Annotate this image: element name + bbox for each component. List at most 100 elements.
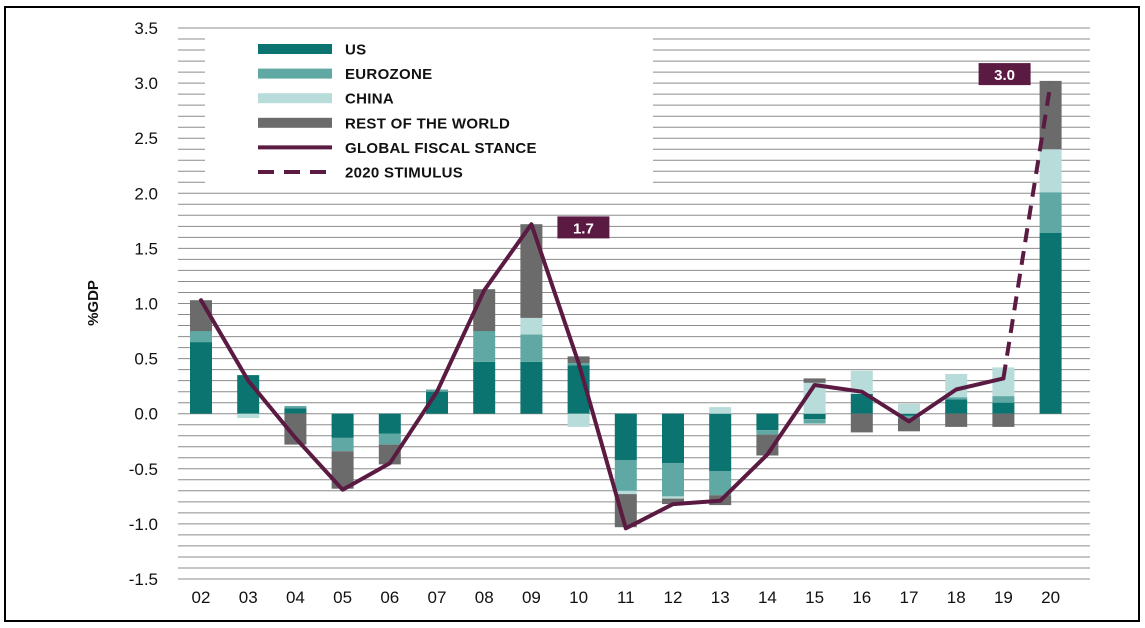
- bar-segment: [898, 403, 920, 414]
- legend-item: 2020 STIMULUS: [258, 165, 463, 182]
- x-tick-label: 09: [522, 588, 541, 607]
- x-tick-label: 08: [475, 588, 494, 607]
- bar-segment: [1039, 192, 1062, 233]
- x-tick-label: 05: [333, 588, 352, 607]
- bar-segment: [662, 498, 684, 505]
- bar-segment: [520, 334, 543, 362]
- x-tick-label: 18: [947, 588, 966, 607]
- bar-segment: [850, 393, 873, 414]
- y-axis-ticks: 3.5 3.0 2.5 2.0 1.5 1.0 0.5 0.0 -0.5 -1.0 -1.5: [129, 19, 158, 589]
- bar-segment: [1039, 80, 1062, 150]
- y-tick-label: 1.0: [134, 295, 158, 314]
- y-tick-label: 0.5: [134, 350, 158, 369]
- legend-item: CHINA: [258, 91, 394, 108]
- x-tick-label: 07: [428, 588, 447, 607]
- bar-segment: [898, 418, 920, 432]
- bar-segment: [190, 331, 212, 342]
- y-tick-label: -0.5: [129, 460, 158, 479]
- bar-segment: [567, 413, 590, 427]
- bar-segment: [614, 460, 637, 491]
- bar-segment: [190, 342, 212, 414]
- x-tick-label: 12: [664, 588, 683, 607]
- bar-segment: [945, 397, 968, 400]
- bar-segment: [992, 402, 1015, 414]
- callout-box: [978, 63, 1031, 86]
- fiscal-stance-line: [199, 222, 1006, 531]
- bar-segment: [520, 361, 543, 414]
- callout: 1.7: [557, 216, 610, 239]
- legend-item: GLOBAL FISCAL STANCE: [258, 140, 537, 157]
- bar-segment: [662, 413, 684, 464]
- y-tick-label: -1.5: [129, 570, 158, 589]
- x-tick-label: 13: [711, 588, 730, 607]
- bar-segment: [378, 413, 401, 434]
- bar-segment: [992, 367, 1015, 397]
- y-tick-label: -1.0: [129, 515, 158, 534]
- bar-segment: [284, 408, 307, 414]
- x-tick-label: 04: [286, 588, 305, 607]
- legend-background: [205, 37, 653, 185]
- bar-segment: [473, 361, 496, 414]
- x-tick-label: 20: [1041, 588, 1060, 607]
- bar-segment: [662, 463, 684, 497]
- bar-segment: [756, 434, 779, 456]
- bar-segment: [614, 413, 637, 460]
- bar-segment: [1039, 233, 1062, 414]
- callout-label: 3.0: [994, 67, 1015, 84]
- x-tick-label: 11: [617, 588, 635, 607]
- bar-segment: [331, 437, 354, 452]
- bar-segment: [898, 413, 920, 416]
- bar-segment: [850, 413, 873, 433]
- legend: US EUROZONE CHINA REST OF THE WORLD GLOBAL F…: [205, 37, 653, 185]
- x-tick-label: 16: [852, 588, 871, 607]
- legend-label: REST OF THE WORLD: [345, 115, 510, 132]
- bar-segment: [284, 406, 307, 409]
- x-tick-label: 19: [994, 588, 1013, 607]
- callout-label: 1.7: [573, 220, 594, 237]
- bar-segment: [331, 451, 354, 489]
- legend-swatch: [258, 93, 332, 104]
- legend-label: 2020 STIMULUS: [345, 165, 463, 182]
- bar-segment: [898, 415, 920, 419]
- bar-segment: [378, 444, 401, 465]
- y-tick-label: 3.0: [134, 74, 158, 93]
- y-tick-label: 3.5: [134, 19, 158, 38]
- value-callouts: 1.7 3.0: [557, 63, 1031, 239]
- bar-segment: [331, 413, 354, 438]
- legend-swatch: [258, 44, 332, 54]
- y-tick-label: 2.0: [134, 184, 158, 203]
- bar-segment: [614, 490, 637, 495]
- callout: 3.0: [978, 63, 1031, 86]
- legend-label: US: [345, 42, 366, 59]
- fiscal-lines: [199, 82, 1053, 531]
- legend-swatch: [258, 68, 332, 79]
- x-tick-label: 10: [569, 588, 588, 607]
- bar-segment: [709, 413, 732, 471]
- y-tick-label: 2.5: [134, 129, 158, 148]
- stimulus-line: [1001, 82, 1053, 379]
- bar-segment: [709, 471, 732, 496]
- legend-item: US: [258, 42, 366, 59]
- x-axis-ticks: 02 03 04 05 06 07 08 09 10 11 12 13 14 15 16 17 18 19 20: [192, 588, 1061, 607]
- bar-segment: [284, 413, 307, 445]
- bar-segment: [756, 430, 779, 435]
- legend-swatch: [258, 117, 332, 128]
- bar-segment: [992, 413, 1015, 427]
- bar-segment: [237, 413, 260, 419]
- x-tick-label: 02: [192, 588, 211, 607]
- bar-segment: [945, 399, 968, 414]
- bar-segment: [803, 419, 826, 424]
- bar-segment: [520, 317, 543, 335]
- legend-item: REST OF THE WORLD: [258, 115, 510, 132]
- callout-box: [557, 216, 610, 239]
- y-tick-label: 1.5: [134, 239, 158, 258]
- legend-item: EUROZONE: [258, 66, 432, 83]
- bar-segment: [803, 378, 826, 383]
- bar-segment: [378, 433, 401, 445]
- bar-segment: [520, 224, 543, 318]
- x-tick-label: 06: [380, 588, 399, 607]
- bar-segment: [473, 331, 496, 362]
- bar-segment: [756, 413, 779, 431]
- bar-segment: [662, 496, 684, 499]
